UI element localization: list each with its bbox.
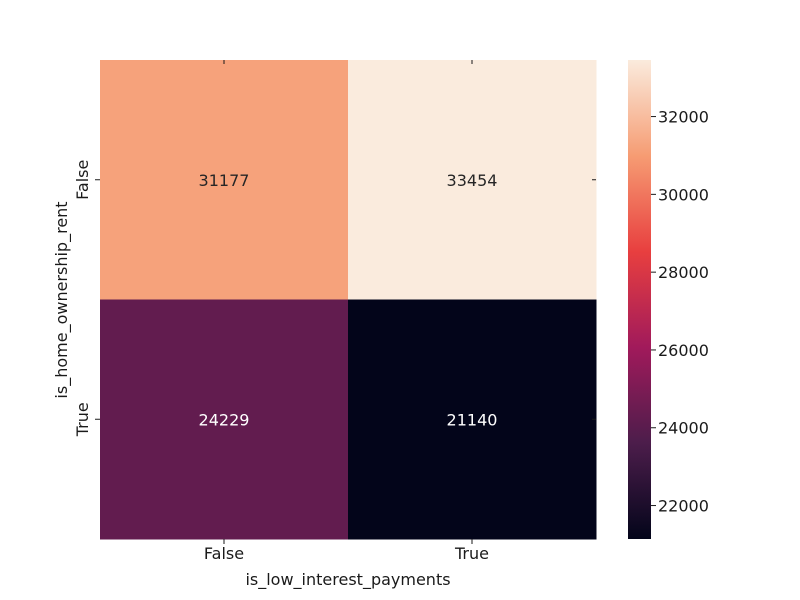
heatmap-cell <box>348 60 597 300</box>
colorbar-tick-label: 32000 <box>658 108 709 127</box>
cell-value-label: 24229 <box>199 410 250 429</box>
x-axis-ticks: False True <box>204 60 489 563</box>
colorbar-tick-label: 22000 <box>658 497 709 516</box>
x-tick-label: True <box>454 544 489 563</box>
heatmap-cells <box>100 60 597 540</box>
colorbar <box>628 60 651 539</box>
colorbar-ticks: 22000 24000 26000 28000 30000 32000 <box>651 108 709 516</box>
heatmap-cell <box>348 299 597 540</box>
x-tick-label: False <box>204 544 244 563</box>
y-axis-ticks: False True <box>73 160 596 437</box>
colorbar-tick-label: 26000 <box>658 341 709 360</box>
cell-value-label: 33454 <box>447 171 498 190</box>
heatmap-cell <box>100 299 349 540</box>
y-tick-label: True <box>73 402 92 437</box>
colorbar-tick-label: 28000 <box>658 263 709 282</box>
colorbar-tick-label: 30000 <box>658 185 709 204</box>
y-tick-label: False <box>73 160 92 200</box>
x-axis-label: is_low_interest_payments <box>245 570 450 590</box>
heatmap-cell <box>100 60 349 300</box>
cell-value-label: 21140 <box>447 410 498 429</box>
y-axis-label: is_home_ownership_rent <box>52 201 72 398</box>
cell-value-label: 31177 <box>199 171 250 190</box>
colorbar-tick-label: 24000 <box>658 419 709 438</box>
heatmap-annotations: 31177 33454 24229 21140 <box>199 171 498 430</box>
